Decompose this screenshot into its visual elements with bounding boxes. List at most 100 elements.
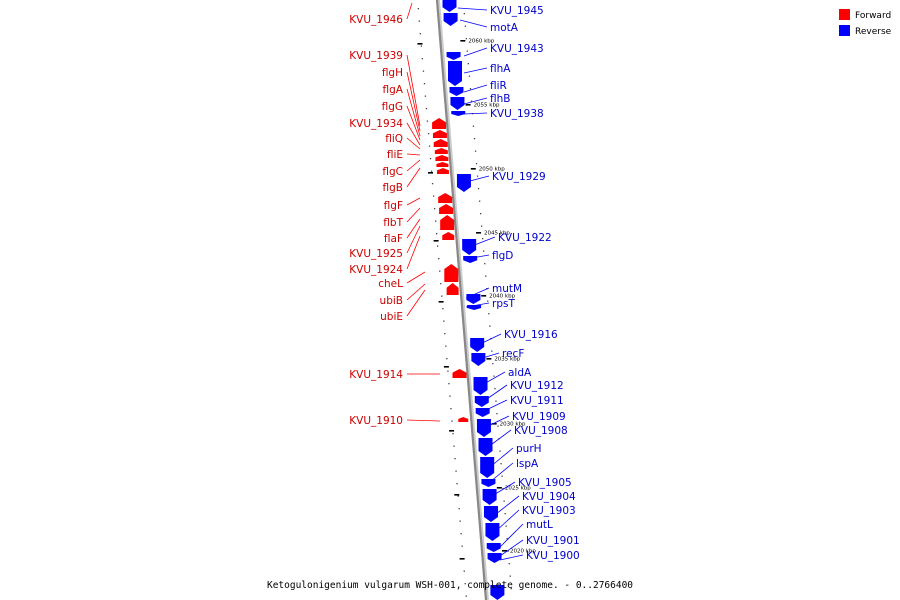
tick-mark [501,550,507,552]
legend-reverse-swatch [839,25,850,36]
reverse-gene-arrow [451,111,466,116]
track-dot [430,170,433,172]
forward-gene-arrow [435,155,449,161]
forward-gene-arrow [444,264,459,282]
gene-label-flgh: flgH [382,67,403,79]
gene-label-ubie: ubiE [380,311,403,323]
gene-label-flga: flgA [383,84,404,96]
track-dot [488,313,490,315]
tick-mark [470,168,476,170]
reverse-leader-line [463,84,488,93]
track-dot [442,308,444,310]
gene-label-kvu-1909: KVU_1909 [512,411,566,423]
reverse-leader-line [457,7,488,11]
tick-label: 2060 kbp [468,39,494,45]
tick-mark [476,232,482,234]
track-dot [421,58,423,60]
reverse-leader-line [487,429,512,448]
reverse-gene-arrow [442,0,457,12]
track-dot [431,183,434,185]
forward-gene-arrow [436,168,449,174]
track-dot [452,433,454,435]
reverse-gene-arrow [490,585,505,600]
gene-label-kvu-1916: KVU_1916 [504,329,558,341]
forward-leader-line [406,54,421,127]
reverse-gene-arrow [487,553,502,563]
gene-label-kvu-1910: KVU_1910 [349,415,403,427]
track-dot [502,488,504,490]
track-dot [489,325,491,327]
track-dot [451,420,453,422]
track-dot [463,13,465,15]
reverse-gene-arrow [481,479,496,487]
track-dot [481,225,483,227]
track-dot [461,545,463,547]
track-dot [470,100,473,102]
forward-leader-line [406,153,421,156]
tick-label: 2025 kbp [505,486,531,492]
reverse-leader-line [483,384,508,402]
gene-label-kvu-1946: KVU_1946 [349,14,403,26]
forward-gene-arrow [432,130,447,138]
track-dot [417,8,419,10]
gene-label-mutl: mutL [526,519,553,531]
tick-mark [486,358,492,360]
reverse-leader-line [465,175,490,183]
track-dot [424,95,427,97]
reverse-leader-line [483,399,508,412]
gene-label-kvu-1903: KVU_1903 [522,505,576,517]
track-dot [437,245,439,247]
reverse-leader-line [465,254,490,260]
reverse-gene-arrow [474,396,489,407]
gene-label-flgc: flgC [382,166,403,178]
track-dash [433,240,439,242]
track-dot [485,275,487,277]
track-dot [501,475,503,477]
track-dot [456,483,458,485]
gene-label-recf: recF [502,348,524,360]
forward-leader-line [406,197,421,206]
gene-label-kvu-1924: KVU_1924 [349,264,403,276]
track-dot [505,525,507,527]
forward-leader-line [406,122,421,146]
forward-gene-arrow [434,148,448,154]
track-dot [476,175,479,177]
reverse-gene-arrow [470,338,485,352]
track-dot [503,500,505,502]
track-dot [484,263,486,265]
legend: Forward Reverse [839,9,892,37]
gene-label-kvu-1908: KVU_1908 [514,425,568,437]
track-dot [472,125,475,127]
track-dot [468,75,471,77]
forward-leader-line [406,71,421,132]
gene-label-flbt: flbT [383,217,403,229]
forward-gene-arrow [446,283,459,295]
track-dot [448,383,450,385]
track-dot [493,375,495,377]
track-dash [417,43,423,45]
reverse-gene-arrow [480,457,495,478]
reverse-gene-arrow [483,506,498,522]
gene-labels: KVU_1946 KVU_1939 flgH flgA flgG KVU_1934 fliQ… [349,2,580,562]
track-dot [425,108,428,110]
track-dot [510,588,512,590]
track-dot [469,88,472,90]
forward-leader-line [406,419,441,422]
track-dot [495,400,497,402]
track-dot [465,38,467,40]
forward-leader-line [406,225,421,254]
forward-gene-arrow [438,193,453,203]
track-dot [463,570,465,572]
reverse-gene-arrow [478,438,493,456]
track-dot [500,463,502,465]
track-dot [419,33,421,35]
track-dot [426,120,429,122]
forward-leader-line [406,159,421,172]
reverse-gene-arrow [476,419,491,437]
reverse-gene-arrow [446,52,461,60]
track-dot [458,508,460,510]
track-dot [438,258,440,260]
gene-label-kvu-1901: KVU_1901 [526,535,580,547]
gene-label-kvu-1938: KVU_1938 [490,108,544,120]
